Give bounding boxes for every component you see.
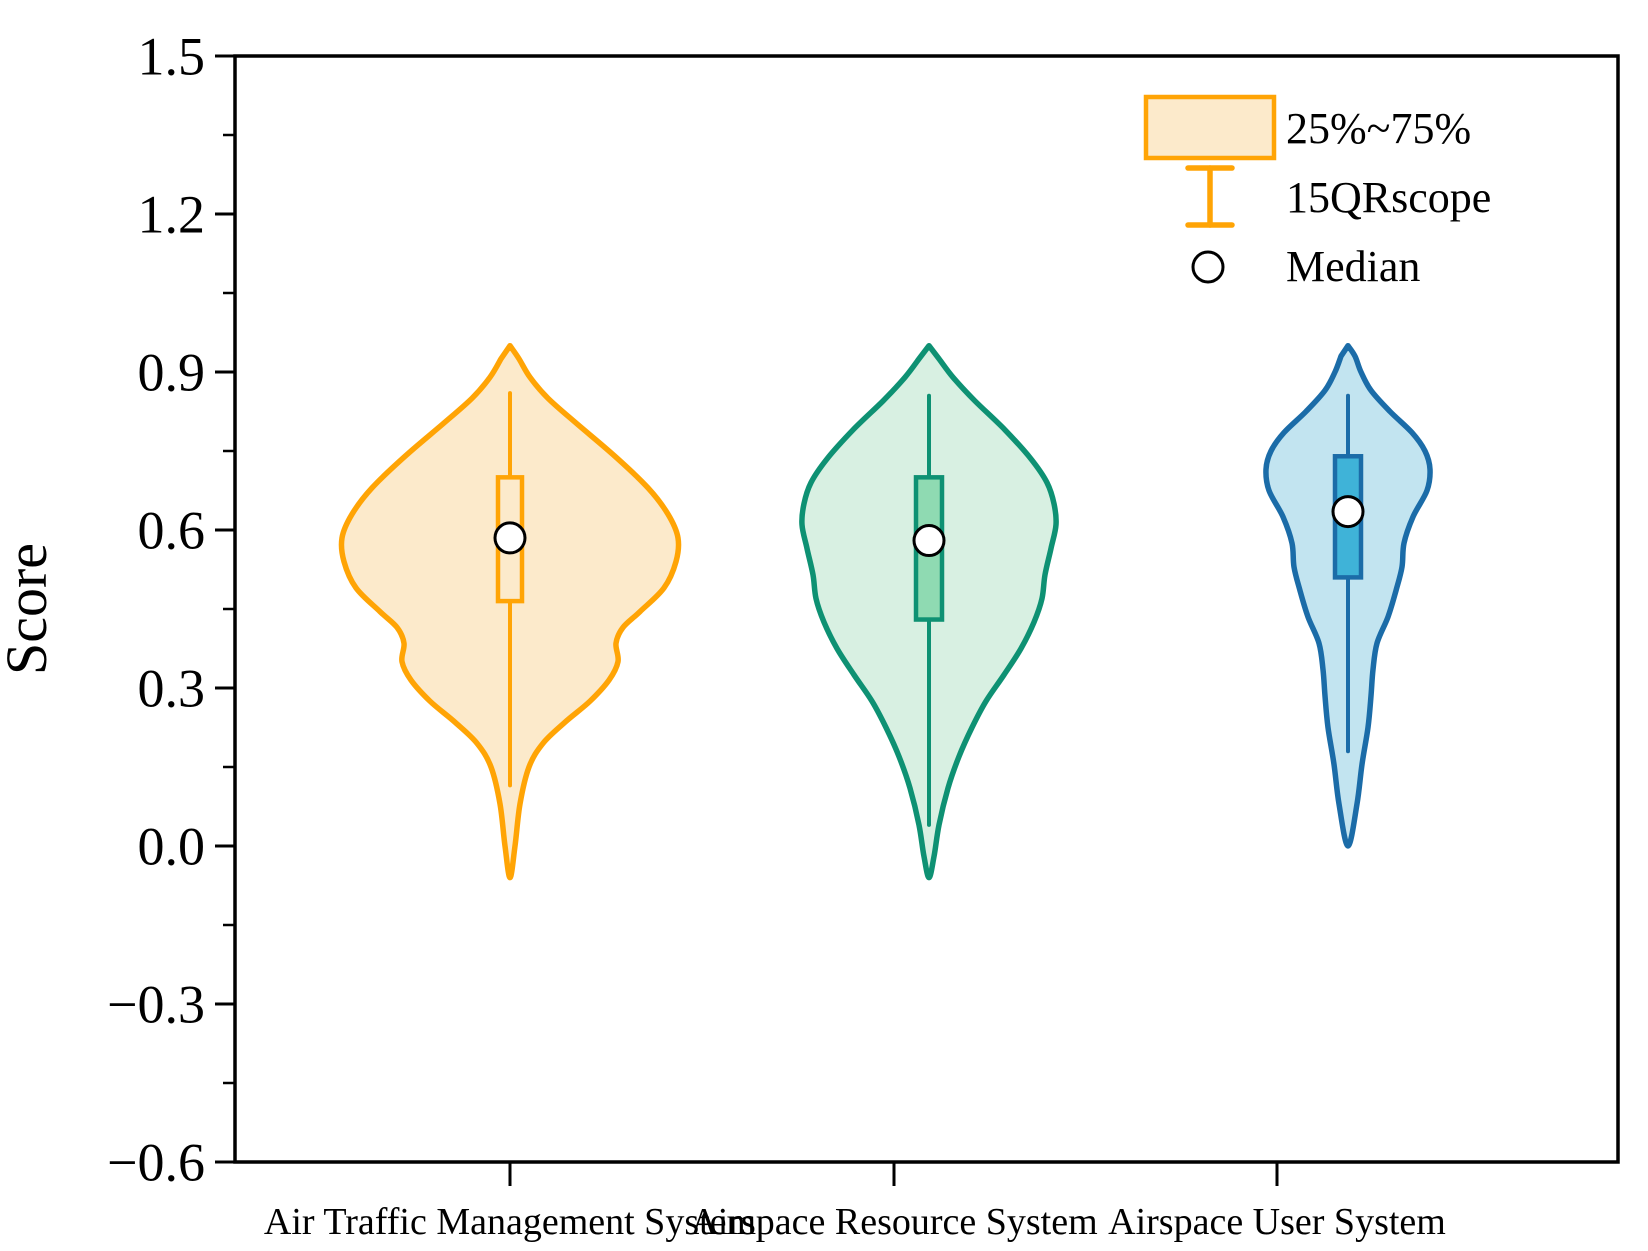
x-category-label-air-traffic-management-system: Air Traffic Management System [264, 1201, 756, 1243]
legend-median-circle-icon [1191, 250, 1225, 284]
y-tick-label: 0.0 [138, 816, 206, 876]
legend: 25%~75% 15QRscope Median [1143, 94, 1491, 291]
y-tick-label: −0.6 [107, 1132, 205, 1192]
y-tick-label: 0.6 [138, 500, 206, 560]
median-marker-airspace-user-system [1331, 495, 1365, 529]
y-tick-label: 1.5 [138, 26, 206, 86]
legend-iqr-box-swatch [1143, 94, 1277, 161]
y-tick-label: 0.3 [138, 658, 206, 718]
median-marker-air-traffic-management-system [493, 521, 527, 555]
legend-label-15qrscope: 15QRscope [1286, 173, 1491, 222]
y-tick-label: −0.3 [107, 974, 205, 1034]
y-tick-label: 0.9 [138, 342, 206, 402]
median-marker-airspace-resource-system [912, 524, 946, 558]
violin-group-airspace-user-system [1263, 342, 1433, 849]
x-category-label-airspace-user-system: Airspace User System [1108, 1201, 1446, 1243]
legend-label-median: Median [1286, 242, 1420, 291]
x-category-label-airspace-resource-system: Airspace Resource System [690, 1201, 1097, 1243]
y-axis-title: Score [0, 543, 59, 675]
legend-label-25-75: 25%~75% [1286, 104, 1471, 153]
violin-group-airspace-resource-system [799, 342, 1059, 881]
y-tick-label: 1.2 [138, 184, 206, 244]
violin-group-air-traffic-management-system [338, 342, 682, 881]
